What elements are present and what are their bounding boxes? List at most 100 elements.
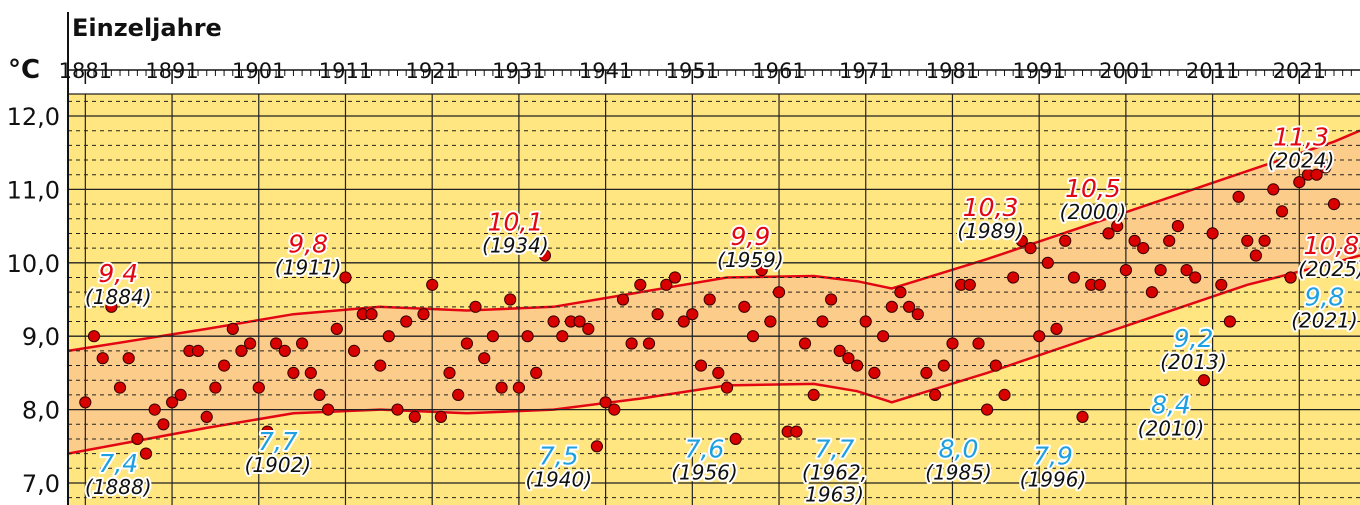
data-point	[287, 366, 300, 379]
annotation-year: (1888)	[85, 475, 152, 499]
data-point	[1171, 220, 1185, 233]
data-point	[937, 359, 950, 372]
data-point	[235, 344, 248, 357]
data-point	[1154, 264, 1167, 277]
data-point	[1102, 227, 1115, 240]
data-point	[729, 432, 742, 445]
data-point	[512, 381, 526, 394]
data-point	[374, 359, 387, 372]
data-point	[495, 381, 508, 394]
data-point	[339, 271, 352, 284]
data-point	[1215, 278, 1228, 291]
data-point	[1206, 227, 1219, 240]
data-point	[1119, 264, 1133, 277]
data-point	[972, 337, 985, 350]
annotation-value: 9,2	[1174, 324, 1214, 353]
data-point	[443, 366, 456, 379]
data-point	[738, 300, 751, 313]
x-tick-label: 1951	[666, 59, 719, 83]
data-point	[530, 366, 543, 379]
data-point	[1310, 168, 1323, 181]
data-point	[105, 300, 118, 313]
data-point	[712, 366, 725, 379]
chart-title: Einzeljahre	[72, 14, 222, 42]
x-tick-label: 2021	[1273, 59, 1326, 83]
data-point	[1275, 205, 1289, 218]
data-point	[304, 366, 317, 379]
data-point	[252, 381, 265, 394]
data-point	[148, 403, 161, 416]
annotation-year: (1934)	[482, 234, 549, 258]
data-point	[296, 337, 309, 350]
annotation-year: (1884)	[85, 285, 152, 309]
y-tick-label: 11,0	[7, 176, 60, 204]
data-point	[192, 344, 205, 357]
data-point	[166, 396, 179, 409]
data-point	[469, 300, 482, 313]
data-point	[877, 330, 890, 343]
data-point	[1033, 330, 1046, 343]
annotation-value: 7,4	[98, 449, 138, 478]
data-point	[452, 388, 465, 401]
data-point	[1067, 271, 1081, 284]
data-point	[209, 381, 222, 394]
data-point	[157, 418, 170, 431]
data-point	[1267, 183, 1280, 196]
y-tick-label: 7,0	[22, 470, 60, 498]
annotation-year: (1911)	[275, 256, 342, 280]
x-tick-label: 1981	[926, 59, 979, 83]
annotation-value: 10,1	[488, 208, 544, 237]
data-point	[929, 388, 942, 401]
annotation-value: 8,0	[939, 434, 979, 463]
data-point	[1241, 234, 1254, 247]
data-point	[772, 286, 786, 299]
annotation-value: 10,5	[1065, 174, 1121, 203]
data-point	[1050, 322, 1063, 335]
data-point	[87, 330, 101, 343]
data-point	[1258, 234, 1271, 247]
data-point	[1111, 220, 1124, 233]
data-point	[1076, 410, 1089, 423]
data-point	[998, 388, 1011, 401]
data-point	[1041, 256, 1054, 269]
data-point	[668, 271, 682, 284]
data-point	[1249, 249, 1263, 262]
data-point	[348, 344, 361, 357]
data-point	[365, 308, 378, 321]
data-point	[851, 359, 864, 372]
data-point	[174, 388, 187, 401]
data-point	[981, 403, 994, 416]
data-point	[244, 337, 257, 350]
annotation-value: 9,4	[98, 259, 138, 288]
data-point	[833, 344, 846, 357]
data-point	[96, 352, 109, 365]
data-point	[1284, 271, 1297, 284]
data-point	[1319, 161, 1332, 174]
data-point	[686, 308, 699, 321]
annotation-year: (1940)	[526, 468, 593, 492]
data-point	[1327, 198, 1341, 211]
y-tick-label: 9,0	[22, 323, 60, 351]
data-point	[790, 425, 803, 438]
data-point	[278, 344, 291, 357]
data-point	[408, 410, 421, 423]
x-tick-label: 1891	[145, 59, 198, 83]
annotation-value: 10,3	[963, 193, 1019, 222]
annotation-year: (1989)	[957, 219, 1024, 243]
data-point	[582, 322, 595, 335]
data-point	[556, 330, 569, 343]
data-point	[1093, 278, 1107, 291]
data-point	[218, 359, 231, 372]
data-point	[608, 403, 621, 416]
annotation-value: 8,4	[1151, 390, 1191, 419]
data-point	[634, 278, 647, 291]
data-point	[703, 293, 716, 306]
data-point	[478, 352, 491, 365]
data-point	[1232, 190, 1245, 203]
data-point	[1180, 264, 1193, 277]
data-point	[538, 249, 552, 262]
data-point	[755, 264, 768, 277]
data-point	[460, 337, 473, 350]
data-point	[122, 352, 135, 365]
